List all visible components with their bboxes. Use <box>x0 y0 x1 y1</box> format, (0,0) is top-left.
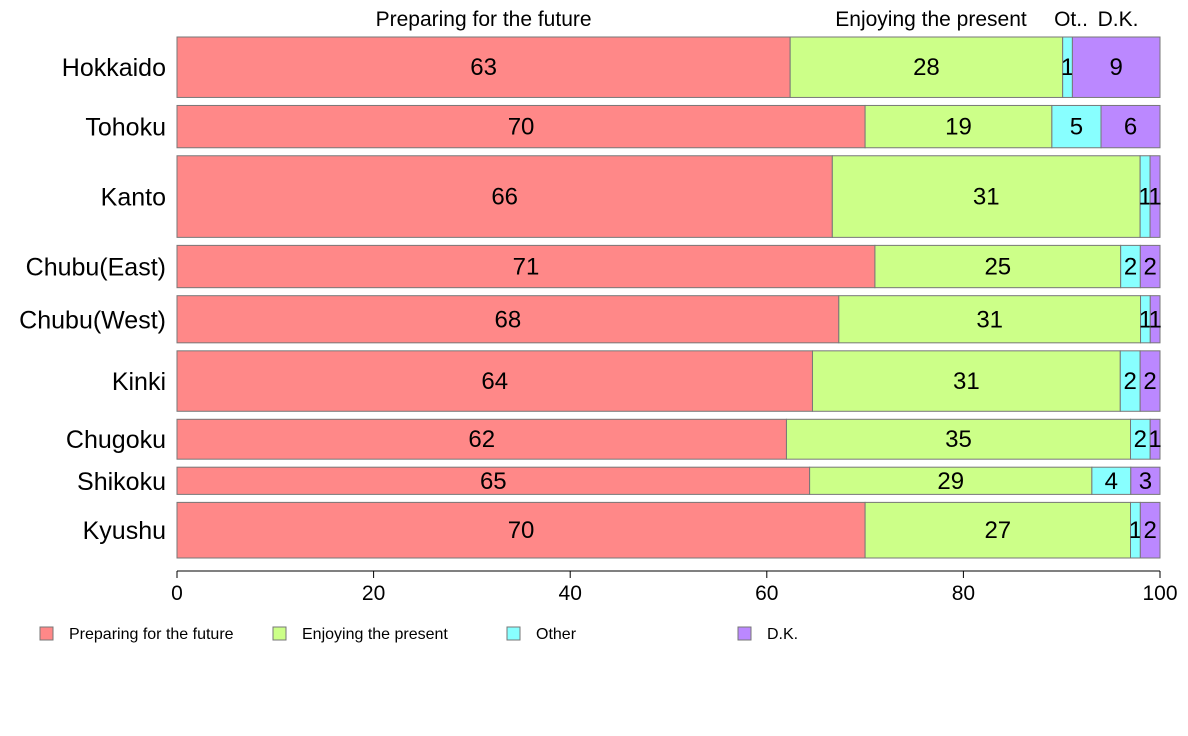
bar-segment <box>785 418 1132 460</box>
bar-segment <box>176 155 833 238</box>
data-label: 5 <box>1070 114 1083 141</box>
data-label: 1 <box>1148 426 1161 453</box>
data-label: 31 <box>973 184 1000 211</box>
category-label: Kinki <box>112 368 166 396</box>
data-label: 2 <box>1143 517 1156 544</box>
data-label: 35 <box>945 426 972 453</box>
data-label: 19 <box>945 114 972 141</box>
bar-segment <box>864 501 1132 559</box>
category-label: Chubu(East) <box>26 254 166 282</box>
legend-label: Other <box>536 626 577 643</box>
bar-segment <box>1149 418 1161 460</box>
x-tick-label: 40 <box>559 582 582 605</box>
data-label: 64 <box>481 368 508 395</box>
bar-segment <box>176 501 866 559</box>
category-label: Kanto <box>101 184 166 212</box>
category-label: Hokkaido <box>62 54 166 82</box>
data-label: 1 <box>1139 306 1152 333</box>
column-header: D.K. <box>1098 8 1139 31</box>
category-label: Tohoku <box>85 114 166 142</box>
bar-segment <box>809 466 1093 495</box>
data-label: 4 <box>1105 468 1118 495</box>
data-label: 31 <box>953 368 980 395</box>
data-label: 68 <box>495 306 522 333</box>
bar-segment <box>176 295 840 344</box>
bar-segment <box>1130 466 1161 495</box>
bar-segment <box>176 36 791 98</box>
bar-segment <box>1051 104 1102 149</box>
legend-swatch <box>39 626 54 641</box>
column-header: Ot.. <box>1054 8 1088 31</box>
bar-segment <box>874 244 1122 289</box>
data-label: 70 <box>508 114 535 141</box>
data-label: 25 <box>984 254 1011 281</box>
bar-segment <box>1100 104 1161 149</box>
data-label: 1 <box>1061 54 1074 81</box>
data-label: 2 <box>1124 368 1137 395</box>
x-tick-label: 20 <box>362 582 385 605</box>
data-label: 28 <box>913 54 940 81</box>
data-label: 71 <box>513 254 540 281</box>
data-label: 2 <box>1124 254 1137 281</box>
bar-segment <box>176 350 813 412</box>
bar-segment <box>176 244 876 289</box>
data-label: 31 <box>976 306 1003 333</box>
legend-swatch <box>506 626 521 641</box>
x-tick-label: 80 <box>952 582 975 605</box>
bar-segment <box>1139 350 1161 412</box>
data-label: 66 <box>491 184 518 211</box>
bar-segment <box>864 104 1053 149</box>
data-label: 63 <box>470 54 497 81</box>
bar-segment <box>789 36 1064 98</box>
bar-segment <box>1071 36 1161 98</box>
data-label: 1 <box>1138 184 1151 211</box>
bar-segment <box>176 466 811 495</box>
data-label: 2 <box>1143 368 1156 395</box>
x-tick-label: 100 <box>1142 582 1177 605</box>
legend-label: Enjoying the present <box>302 626 448 643</box>
data-label: 9 <box>1110 54 1123 81</box>
x-axis: 0 20 40 60 80 100 <box>171 570 1178 605</box>
bar-segment <box>1149 155 1161 238</box>
data-label: 62 <box>468 426 495 453</box>
legend: Preparing for the future Enjoying the pre… <box>39 626 798 643</box>
bar-segment <box>838 295 1142 344</box>
data-label: 2 <box>1134 426 1147 453</box>
data-label: 65 <box>480 468 507 495</box>
data-label: 1 <box>1148 306 1161 333</box>
bar-segment <box>176 104 866 149</box>
column-headers: Preparing for the future Enjoying the pre… <box>376 8 1139 31</box>
legend-label: D.K. <box>767 626 798 643</box>
data-label: 27 <box>984 517 1011 544</box>
bar-segment <box>831 155 1141 238</box>
legend-label: Preparing for the future <box>69 626 234 643</box>
category-label: Chugoku <box>66 426 166 454</box>
legend-swatch <box>272 626 287 641</box>
bar-segment <box>1139 244 1161 289</box>
bar-segment <box>1149 295 1161 344</box>
category-label: Shikoku <box>77 468 166 496</box>
data-label: 2 <box>1143 254 1156 281</box>
data-label: 1 <box>1129 517 1142 544</box>
category-label: Chubu(West) <box>19 306 166 334</box>
data-label: 29 <box>937 468 964 495</box>
x-tick-label: 60 <box>755 582 778 605</box>
data-label: 6 <box>1124 114 1137 141</box>
category-labels: Hokkaido Tohoku Kanto Chubu(East) Chubu(West… <box>19 54 166 545</box>
column-header: Enjoying the present <box>835 8 1027 31</box>
legend-swatch <box>737 626 752 641</box>
bar-segment <box>1139 501 1161 559</box>
category-label: Kyushu <box>83 517 166 545</box>
x-tick-label: 0 <box>171 582 183 605</box>
bar-segment <box>176 418 787 460</box>
data-label: 3 <box>1139 468 1152 495</box>
data-label: 1 <box>1148 184 1161 211</box>
column-header: Preparing for the future <box>376 8 592 31</box>
data-label: 70 <box>508 517 535 544</box>
